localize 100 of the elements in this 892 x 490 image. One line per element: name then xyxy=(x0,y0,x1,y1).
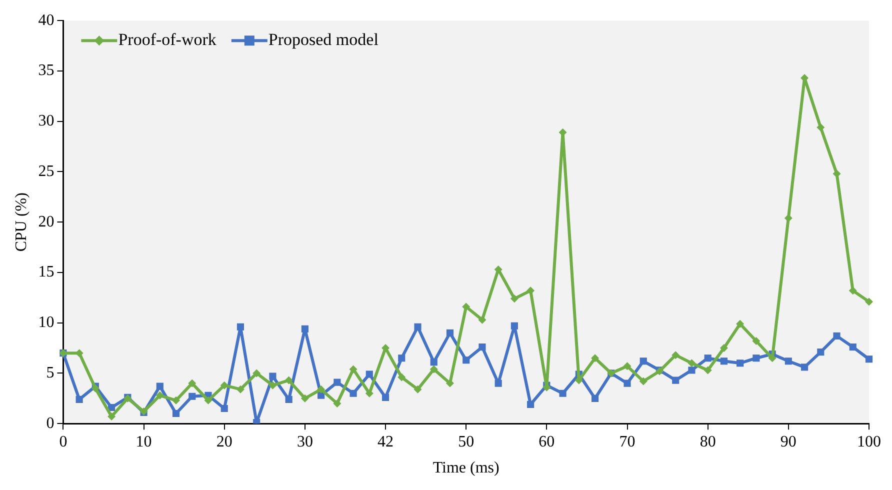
x-tick-label: 70 xyxy=(619,433,636,450)
x-tick-label: 60 xyxy=(538,433,555,450)
point xyxy=(865,356,873,363)
point xyxy=(478,316,486,324)
y-tick-label: 15 xyxy=(38,264,54,281)
point xyxy=(334,378,341,386)
point xyxy=(220,381,228,390)
point xyxy=(91,384,100,392)
point xyxy=(752,354,760,362)
point xyxy=(623,362,632,370)
x-axis-title: Time (ms) xyxy=(432,460,500,477)
point xyxy=(172,410,180,418)
point xyxy=(494,265,502,274)
point xyxy=(300,394,309,402)
point xyxy=(510,322,518,330)
point xyxy=(801,364,808,371)
point xyxy=(156,382,164,390)
y-tick-label: 0 xyxy=(46,414,54,432)
point xyxy=(527,400,534,408)
x-tick-label: 0 xyxy=(59,433,68,450)
point xyxy=(382,394,390,401)
point xyxy=(156,391,164,400)
point xyxy=(704,366,712,374)
point xyxy=(108,412,116,421)
point xyxy=(736,320,744,328)
point xyxy=(366,370,373,378)
point xyxy=(526,286,535,295)
point xyxy=(76,396,83,403)
legend-label: Proposed model xyxy=(268,30,379,50)
x-tick-label: 50 xyxy=(458,433,474,450)
point xyxy=(414,323,422,330)
point xyxy=(269,372,276,380)
point xyxy=(672,351,680,360)
point xyxy=(317,385,326,394)
x-tick-label: 10 xyxy=(136,433,152,450)
point xyxy=(446,329,454,336)
x-tick-label: 100 xyxy=(857,433,881,450)
point xyxy=(236,385,244,394)
point xyxy=(204,396,212,404)
point xyxy=(559,390,566,397)
x-tick-label: 20 xyxy=(216,433,232,450)
point xyxy=(365,389,374,398)
point xyxy=(252,369,261,378)
point xyxy=(849,343,856,351)
point xyxy=(720,344,728,352)
point xyxy=(704,354,712,362)
point xyxy=(720,358,728,365)
point xyxy=(398,354,406,362)
x-tick-label: 30 xyxy=(296,433,313,450)
point xyxy=(430,365,438,374)
legend-label: Proof-of-work xyxy=(118,30,217,50)
point xyxy=(220,404,228,412)
point xyxy=(817,348,824,356)
y-tick-label: 5 xyxy=(46,364,54,382)
point xyxy=(672,376,680,384)
x-tick-label: 90 xyxy=(780,433,796,450)
point xyxy=(462,356,470,364)
point xyxy=(285,396,292,403)
point xyxy=(382,344,390,352)
point xyxy=(172,396,180,404)
point xyxy=(108,404,116,412)
point xyxy=(446,379,454,388)
point xyxy=(333,399,342,408)
point xyxy=(350,390,357,397)
point xyxy=(816,123,825,132)
point xyxy=(640,358,647,365)
point xyxy=(398,373,406,382)
point xyxy=(268,381,277,390)
point xyxy=(414,385,422,394)
point xyxy=(188,379,196,388)
point xyxy=(301,325,308,332)
y-tick-label: 20 xyxy=(38,213,54,230)
y-tick-label: 25 xyxy=(38,162,54,180)
y-axis-title: CPU (%) xyxy=(12,192,30,252)
point xyxy=(494,380,502,387)
point xyxy=(478,343,486,351)
point xyxy=(188,392,196,400)
point xyxy=(688,366,696,374)
point xyxy=(284,376,293,384)
y-tick-label: 30 xyxy=(38,112,54,130)
y-tick-label: 35 xyxy=(38,62,54,80)
point xyxy=(752,336,760,345)
y-tick-label: 10 xyxy=(38,314,54,332)
point xyxy=(236,323,244,330)
point xyxy=(591,394,599,402)
point xyxy=(639,377,648,386)
point xyxy=(865,298,873,306)
point xyxy=(688,359,696,368)
point xyxy=(349,365,358,374)
point xyxy=(430,358,438,366)
point xyxy=(591,354,600,362)
point xyxy=(624,380,631,387)
point xyxy=(736,360,744,367)
x-tick-label: 42 xyxy=(378,433,394,450)
point xyxy=(832,170,841,178)
point xyxy=(848,286,857,295)
point xyxy=(784,358,792,365)
point xyxy=(510,294,518,303)
point xyxy=(462,302,470,311)
y-tick-label: 40 xyxy=(38,12,54,29)
